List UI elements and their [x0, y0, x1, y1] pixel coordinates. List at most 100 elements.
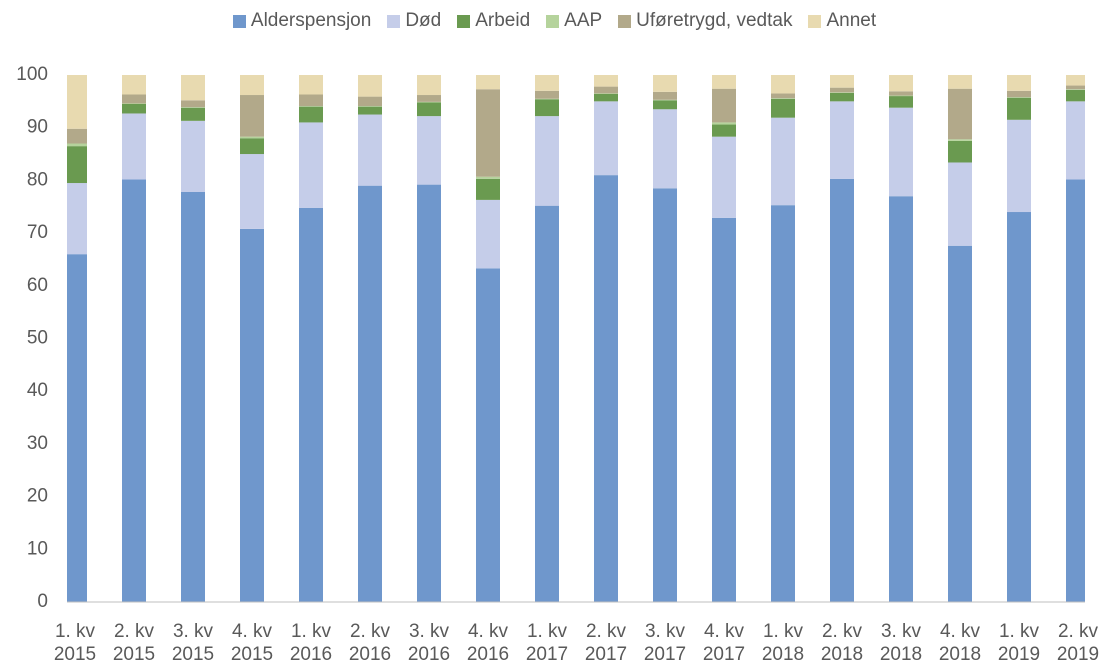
bar-segment: [417, 102, 441, 117]
bar-segment: [653, 99, 677, 101]
y-tick-label: 90: [27, 117, 48, 138]
bar-segment: [712, 136, 736, 218]
bar-segment: [771, 98, 795, 99]
bar-segment: [122, 103, 146, 114]
bar-segment: [476, 89, 500, 177]
legend: Alderspensjon Død Arbeid AAP Uføretrygd, ved…: [0, 10, 1109, 32]
bar-segment: [712, 122, 736, 125]
x-tick-label: 4. kv 2017: [702, 621, 746, 665]
bar-segment: [771, 98, 795, 118]
bar-segment: [889, 196, 913, 602]
bar-segment: [67, 146, 87, 184]
legend-item: Død: [387, 10, 441, 32]
bar-segment: [299, 122, 323, 208]
bar-segment: [476, 176, 500, 179]
bar-segment: [653, 91, 677, 100]
bar-segment: [948, 139, 972, 141]
legend-label: Arbeid: [475, 10, 531, 31]
bar-segment: [830, 92, 854, 93]
legend-item: Annet: [808, 10, 876, 32]
bar-segment: [181, 107, 205, 108]
y-tick-label: 40: [27, 380, 48, 401]
bar-segment: [299, 106, 323, 123]
legend-swatch: [808, 14, 822, 28]
bar-segment: [240, 95, 264, 137]
bar-segment: [67, 75, 87, 129]
y-tick-label: 70: [27, 222, 48, 243]
bars: [67, 75, 1085, 603]
bar-segment: [476, 268, 500, 602]
bar-segment: [535, 205, 559, 603]
x-tick-label: 3. kv 2017: [643, 621, 687, 665]
bar-segment: [181, 107, 205, 121]
bar-segment: [1007, 90, 1031, 98]
bar-segment: [653, 109, 677, 189]
bar-segment: [358, 96, 382, 107]
x-tick-label: 1. kv 2017: [525, 621, 569, 665]
x-tick-label: 2. kv 2015: [112, 621, 156, 665]
bar-segment: [122, 75, 146, 95]
legend-item: AAP: [546, 10, 602, 32]
bar-segment: [299, 106, 323, 107]
bar-segment: [830, 75, 854, 88]
y-tick-label: 80: [27, 169, 48, 190]
bar-segment: [67, 183, 87, 255]
bar-segment: [181, 191, 205, 602]
legend-swatch: [546, 14, 560, 28]
bar-segment: [889, 75, 913, 92]
y-tick-label: 30: [27, 433, 48, 454]
bar-segment: [299, 94, 323, 107]
bar-segment: [417, 95, 441, 102]
bar-segment: [1007, 119, 1031, 213]
bar-segment: [1066, 85, 1085, 90]
bar-segment: [1066, 75, 1085, 86]
bar-segment: [67, 143, 87, 147]
bar-segment: [948, 88, 972, 140]
bar-segment: [771, 205, 795, 602]
legend-label: Uføretrygd, vedtak: [636, 10, 793, 31]
bar-segment: [240, 228, 264, 602]
bar-segment: [653, 188, 677, 602]
bar-segment: [889, 107, 913, 197]
legend-swatch: [618, 14, 632, 28]
bar-segment: [830, 87, 854, 93]
bar-segment: [122, 103, 146, 104]
bar-segment: [535, 75, 559, 91]
bar-segment: [771, 75, 795, 94]
bar-segment: [1066, 89, 1085, 102]
y-tick-label: 50: [27, 328, 48, 349]
bar-segment: [1007, 97, 1031, 120]
bar-segment: [653, 75, 677, 92]
bar-segment: [417, 184, 441, 602]
bar-segment: [1007, 75, 1031, 91]
y-tick-label: 100: [16, 64, 48, 85]
bar-segment: [181, 75, 205, 101]
bar-segment: [653, 100, 677, 110]
bar-segment: [299, 75, 323, 95]
bar-segment: [830, 178, 854, 602]
bar-segment: [889, 95, 913, 97]
bar-segment: [122, 179, 146, 602]
bar-segment: [240, 136, 264, 139]
bar-segment: [122, 113, 146, 180]
bar-segment: [535, 116, 559, 206]
x-tick-label: 4. kv 2015: [230, 621, 274, 665]
bar-segment: [948, 75, 972, 89]
x-tick-label: 3. kv 2018: [879, 621, 923, 665]
bar-segment: [67, 254, 87, 602]
bar-segment: [594, 101, 618, 176]
bar-segment: [948, 245, 972, 603]
x-tick-label: 2. kv 2017: [584, 621, 628, 665]
y-tick-label: 10: [27, 538, 48, 559]
bar-segment: [417, 116, 441, 185]
y-tick-label: 20: [27, 486, 48, 507]
bar-segment: [889, 91, 913, 96]
bar-segment: [417, 101, 441, 103]
bar-segment: [476, 199, 500, 269]
bar-segment: [712, 88, 736, 123]
bar-segment: [358, 106, 382, 107]
legend-label: Død: [405, 10, 442, 31]
x-tick-label: 2. kv 2018: [820, 621, 864, 665]
bar-segment: [594, 75, 618, 87]
bar-segment: [594, 93, 618, 94]
